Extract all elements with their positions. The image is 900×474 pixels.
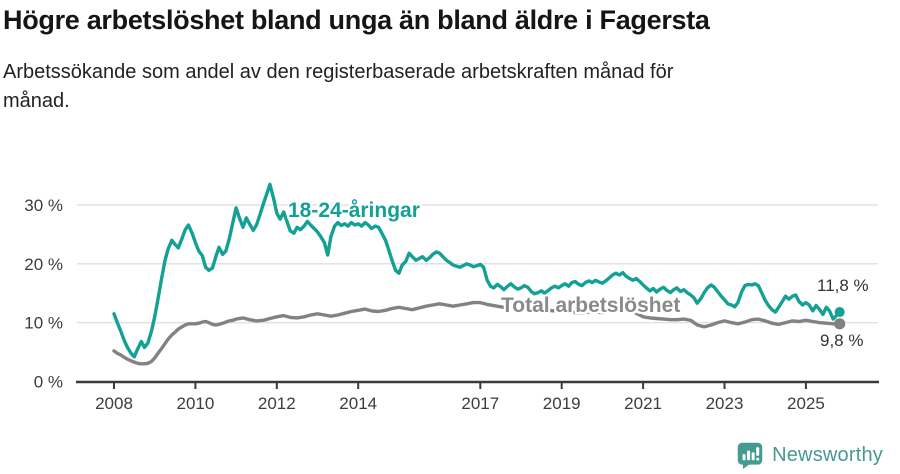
newsworthy-logo: Newsworthy [736,441,883,469]
series-label-total: Total arbetslöshet [501,294,681,317]
newsworthy-wordmark: Newsworthy [772,443,883,466]
y-tick-label: 20 % [24,255,63,274]
end-value-label-youth: 11,8 % [817,276,869,295]
page-title: Högre arbetslöshet bland unga än bland ä… [3,5,710,35]
chart-header: Högre arbetslöshet bland unga än bland ä… [3,4,883,116]
y-tick-label: 10 % [24,314,63,333]
y-tick-label: 30 % [24,196,63,215]
x-tick-label: 2017 [461,394,499,413]
newsworthy-icon [737,442,763,469]
x-tick-label: 2014 [339,394,377,413]
series-label-youth: 18-24-åringar [288,199,420,222]
page-subtitle: Arbetssökande som andel av den registerb… [3,61,674,112]
x-tick-label: 2021 [624,394,662,413]
series-line-total [112,300,842,366]
x-tick-label: 2023 [706,394,744,413]
x-tick-label: 2008 [95,394,133,413]
y-tick-label: 0 % [34,373,63,392]
end-value-label-total: 9,8 % [820,331,864,350]
x-tick-label: 2012 [258,394,296,413]
end-dot-youth [834,307,845,318]
x-tick-label: 2010 [176,394,214,413]
end-dot-total [834,318,846,330]
x-tick-label: 2025 [787,394,825,413]
x-tick-label: 2019 [543,394,581,413]
series-line-youth [112,182,842,359]
